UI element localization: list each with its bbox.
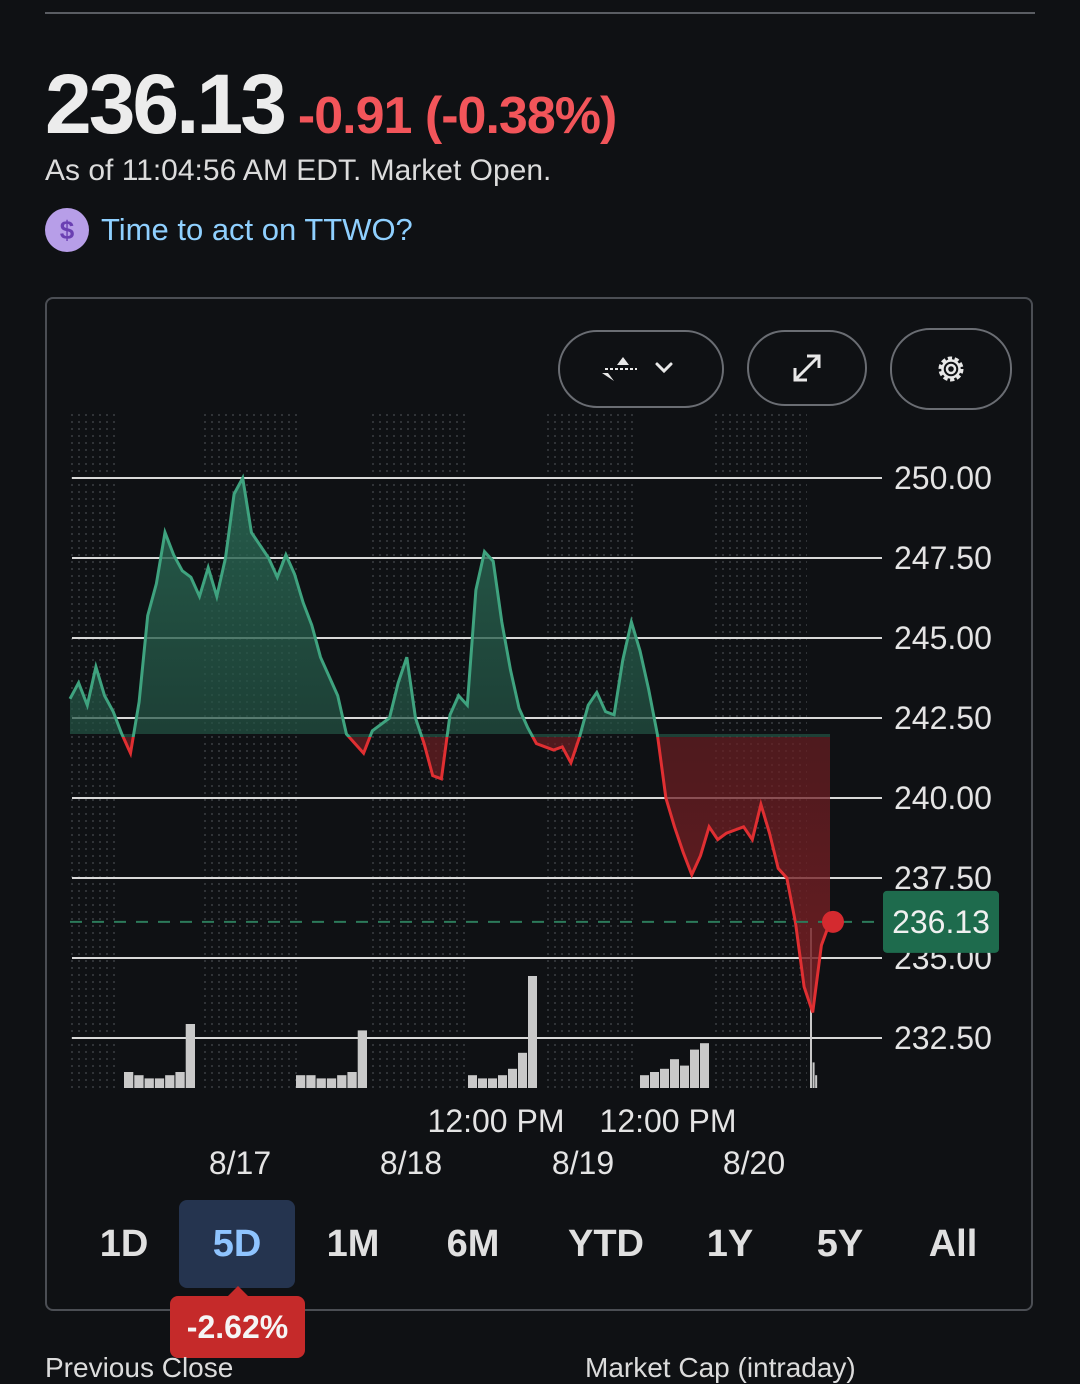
volume-bar	[337, 1075, 347, 1088]
volume-bar	[134, 1075, 144, 1088]
volume-bar	[478, 1078, 487, 1088]
x-date-label: 8/18	[380, 1145, 442, 1181]
range-change-badge: -2.62%	[170, 1286, 305, 1358]
volume-bar	[670, 1059, 679, 1088]
current-price-dot	[822, 910, 844, 933]
chevron-down-icon	[655, 362, 673, 374]
range-tab-all[interactable]: All	[928, 1222, 978, 1265]
top-divider	[45, 12, 1035, 14]
range-tab-ytd[interactable]: YTD	[568, 1222, 644, 1265]
y-tick-label: 237.50	[894, 860, 992, 896]
gear-icon	[938, 356, 964, 382]
chart-type-button[interactable]	[558, 330, 724, 408]
volume-bar	[508, 1068, 517, 1088]
current-price-tag	[883, 890, 999, 953]
expand-chart-button[interactable]	[747, 330, 867, 406]
x-date-label: 8/17	[209, 1145, 271, 1181]
range-tab-1m[interactable]: 1M	[326, 1222, 380, 1265]
range-tab-5y[interactable]: 5Y	[816, 1222, 864, 1265]
session-band	[70, 410, 120, 1088]
previous-close-label: Previous Close	[45, 1352, 234, 1383]
range-tab-1d[interactable]: 1D	[99, 1222, 149, 1265]
chart-type-icon	[602, 357, 673, 381]
volume-bar	[812, 1062, 815, 1088]
volume-bar	[124, 1072, 134, 1088]
volume-bar	[316, 1078, 326, 1088]
chart-settings-button[interactable]	[890, 328, 1012, 410]
x-date-label: 8/20	[723, 1145, 785, 1181]
y-tick-label: 232.50	[894, 1020, 992, 1056]
volume-bar	[650, 1072, 659, 1088]
volume-bar	[815, 1075, 818, 1088]
quote-timestamp: As of 11:04:56 AM EDT. Market Open.	[45, 154, 552, 187]
loss-area	[123, 737, 830, 1013]
y-tick-label: 250.00	[894, 460, 992, 496]
volume-bar	[154, 1078, 165, 1088]
x-date-label: 8/19	[552, 1145, 614, 1181]
current-price-tag-label: 236.13	[892, 904, 990, 940]
market-cap-label: Market Cap (intraday)	[585, 1352, 856, 1383]
x-time-label: 12:00 PM	[428, 1103, 565, 1139]
range-tab-6m[interactable]: 6M	[446, 1222, 500, 1265]
volume-bar	[700, 1043, 709, 1088]
volume-bar	[488, 1078, 497, 1088]
y-tick-label: 245.00	[894, 620, 992, 656]
volume-bar	[660, 1068, 669, 1088]
x-time-label: 12:00 PM	[600, 1103, 737, 1139]
volume-bar	[690, 1049, 699, 1088]
current-price: 236.13	[45, 57, 287, 151]
volume-bar	[528, 976, 537, 1088]
expand-icon	[793, 354, 821, 382]
range-tab-1y[interactable]: 1Y	[706, 1222, 754, 1265]
chart-card	[45, 297, 1033, 1311]
dollar-icon: $	[45, 208, 89, 252]
range-tab-5d[interactable]: 5D	[179, 1200, 295, 1288]
quote-header: 236.13 -0.91 (-0.38%)	[45, 56, 617, 153]
volume-bar	[518, 1052, 527, 1088]
time-to-act-link[interactable]: $ Time to act on TTWO?	[45, 208, 413, 252]
volume-bar	[680, 1065, 689, 1088]
session-band	[370, 410, 465, 1088]
gain-area	[70, 478, 830, 737]
volume-bar	[347, 1072, 357, 1088]
price-line-down	[121, 737, 832, 1013]
volume-bar	[165, 1075, 175, 1088]
volume-bar	[326, 1078, 337, 1088]
session-band	[546, 410, 636, 1088]
volume-bar	[296, 1075, 306, 1088]
volume-bar	[468, 1075, 477, 1088]
y-tick-label: 242.50	[894, 700, 992, 736]
volume-bar	[185, 1024, 195, 1088]
range-selector: 1D 5D 1M 6M YTD 1Y 5Y All	[54, 1200, 1004, 1288]
price-line-up	[68, 473, 660, 737]
session-band	[204, 410, 297, 1088]
y-tick-label: 247.50	[894, 540, 992, 576]
price-change: -0.91 (-0.38%)	[297, 87, 617, 145]
volume-bar	[175, 1072, 185, 1088]
y-tick-label: 240.00	[894, 780, 992, 816]
volume-bar	[640, 1075, 649, 1088]
volume-bar	[306, 1075, 316, 1088]
volume-bar	[357, 1030, 367, 1088]
cta-label: Time to act on TTWO?	[101, 212, 413, 247]
volume-bar	[144, 1078, 154, 1088]
volume-bar	[498, 1075, 507, 1088]
